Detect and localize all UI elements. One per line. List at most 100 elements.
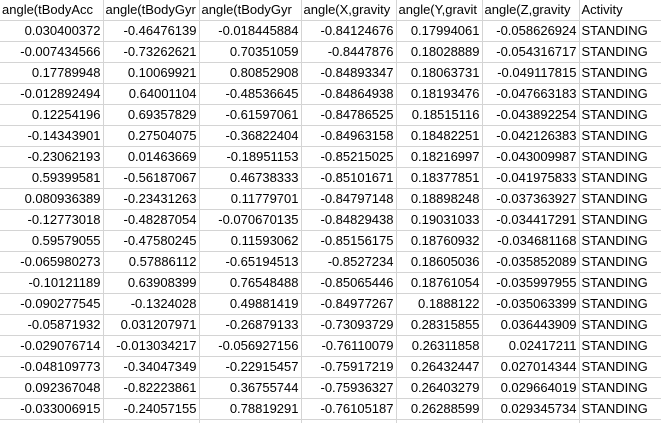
table-cell[interactable]: -0.18951153	[199, 146, 302, 168]
table-cell[interactable]: STANDING	[579, 377, 661, 399]
table-cell[interactable]: 0.030400372	[0, 20, 104, 42]
table-cell[interactable]: -0.61597061	[199, 104, 302, 126]
table-cell[interactable]: -0.84786525	[301, 104, 397, 126]
table-cell[interactable]: 0.11593062	[199, 230, 302, 252]
table-cell[interactable]: -0.058626924	[482, 20, 580, 42]
header-cell[interactable]: angle(Z,gravity	[482, 0, 580, 21]
table-cell[interactable]: 0.26316935	[396, 419, 483, 423]
table-cell[interactable]: -0.84864938	[301, 83, 397, 105]
table-cell[interactable]: 0.69357829	[103, 104, 200, 126]
table-cell[interactable]: 0.080936389	[0, 188, 104, 210]
header-cell[interactable]: angle(X,gravity	[301, 0, 397, 21]
table-cell[interactable]: STANDING	[579, 20, 661, 42]
table-cell[interactable]: 0.02417211	[482, 335, 580, 357]
table-cell[interactable]: 0.26432447	[396, 356, 483, 378]
table-cell[interactable]: -0.84124676	[301, 20, 397, 42]
table-cell[interactable]: -0.012892494	[0, 83, 104, 105]
table-cell[interactable]: 0.18605036	[396, 251, 483, 273]
table-cell[interactable]: -0.65194513	[199, 251, 302, 273]
table-cell[interactable]: STANDING	[579, 167, 661, 189]
table-cell[interactable]: -0.042126383	[482, 125, 580, 147]
table-cell[interactable]: -0.84893347	[301, 62, 397, 84]
table-cell[interactable]: -0.035997955	[482, 272, 580, 294]
header-cell[interactable]: Activity	[579, 0, 661, 21]
table-cell[interactable]: 0.57886112	[103, 251, 200, 273]
table-cell[interactable]: 0.59579055	[0, 230, 104, 252]
table-cell[interactable]: -0.070670135	[199, 209, 302, 231]
table-cell[interactable]: STANDING	[579, 272, 661, 294]
table-cell[interactable]: -0.73262621	[103, 41, 200, 63]
table-cell[interactable]: STANDING	[579, 356, 661, 378]
table-cell[interactable]: -0.75936327	[301, 377, 397, 399]
table-cell[interactable]: 0.19031033	[396, 209, 483, 231]
table-cell[interactable]: STANDING	[579, 41, 661, 63]
table-cell[interactable]: 0.28315855	[396, 314, 483, 336]
table-cell[interactable]: -0.018445884	[199, 20, 302, 42]
table-cell[interactable]: STANDING	[579, 335, 661, 357]
table-cell[interactable]: -0.1324028	[103, 293, 200, 315]
table-cell[interactable]: -0.41172948	[199, 419, 302, 423]
table-cell[interactable]: -0.84829438	[301, 209, 397, 231]
table-cell[interactable]: 0.36755744	[199, 377, 302, 399]
table-cell[interactable]: 0.18216997	[396, 146, 483, 168]
table-cell[interactable]: 0.031207971	[103, 314, 200, 336]
table-cell[interactable]: 0.10069921	[103, 62, 200, 84]
table-cell[interactable]: 0.18377851	[396, 167, 483, 189]
table-cell[interactable]: -0.065980273	[0, 251, 104, 273]
table-cell[interactable]: STANDING	[579, 104, 661, 126]
table-cell[interactable]: 0.49881419	[199, 293, 302, 315]
table-cell[interactable]: -0.05871932	[0, 314, 104, 336]
table-cell[interactable]: -0.85065446	[301, 272, 397, 294]
header-cell[interactable]: angle(Y,gravit	[396, 0, 483, 21]
table-cell[interactable]: 0.27504075	[103, 125, 200, 147]
table-cell[interactable]: STANDING	[579, 146, 661, 168]
table-cell[interactable]: -0.76105187	[301, 398, 397, 420]
table-cell[interactable]: -0.034417291	[482, 209, 580, 231]
table-cell[interactable]: -0.034681168	[482, 230, 580, 252]
table-cell[interactable]: 0.18898248	[396, 188, 483, 210]
table-cell[interactable]: -0.8527234	[301, 251, 397, 273]
table-cell[interactable]: -0.035852089	[482, 251, 580, 273]
table-cell[interactable]: -0.48287054	[103, 209, 200, 231]
table-cell[interactable]: -0.013034217	[103, 335, 200, 357]
table-cell[interactable]: 0.64001104	[103, 83, 200, 105]
table-cell[interactable]: -0.84963158	[301, 125, 397, 147]
table-cell[interactable]: 0.029664019	[482, 377, 580, 399]
table-cell[interactable]: STANDING	[579, 125, 661, 147]
table-cell[interactable]: -0.043009987	[482, 146, 580, 168]
table-cell[interactable]: 0.18063731	[396, 62, 483, 84]
table-cell[interactable]: STANDING	[579, 188, 661, 210]
table-cell[interactable]: -0.56187067	[103, 167, 200, 189]
table-cell[interactable]: -0.75917219	[301, 356, 397, 378]
table-cell[interactable]: 0.1888122	[396, 293, 483, 315]
table-cell[interactable]: -0.46476139	[103, 20, 200, 42]
table-cell[interactable]: -0.85215025	[301, 146, 397, 168]
header-cell[interactable]: angle(tBodyAcc	[0, 0, 104, 21]
table-cell[interactable]: -0.76110079	[301, 335, 397, 357]
table-cell[interactable]: -0.14343901	[0, 125, 104, 147]
table-cell[interactable]: 0.63908399	[103, 272, 200, 294]
table-cell[interactable]: -0.76062023	[301, 419, 397, 423]
table-cell[interactable]: 0.12254196	[0, 104, 104, 126]
table-cell[interactable]: 0.18482251	[396, 125, 483, 147]
table-cell[interactable]: -0.12773018	[0, 209, 104, 231]
table-cell[interactable]: -0.8447876	[301, 41, 397, 63]
table-cell[interactable]: -0.056927156	[199, 335, 302, 357]
table-cell[interactable]: STANDING	[579, 230, 661, 252]
table-cell[interactable]: 0.18760932	[396, 230, 483, 252]
table-cell[interactable]: -0.48536645	[199, 83, 302, 105]
table-cell[interactable]: -0.26879133	[199, 314, 302, 336]
header-cell[interactable]: angle(tBodyGyr	[199, 0, 302, 21]
table-cell[interactable]: -0.85156175	[301, 230, 397, 252]
table-cell[interactable]: 0.18515116	[396, 104, 483, 126]
table-cell[interactable]: -0.36822404	[199, 125, 302, 147]
table-cell[interactable]: 0.11779701	[199, 188, 302, 210]
table-cell[interactable]: 0.76548488	[199, 272, 302, 294]
table-cell[interactable]: 0.78819291	[199, 398, 302, 420]
table-cell[interactable]: -0.73093729	[301, 314, 397, 336]
table-cell[interactable]: STANDING	[579, 62, 661, 84]
table-cell[interactable]: 0.10256897	[0, 419, 104, 423]
table-cell[interactable]: 0.26403279	[396, 377, 483, 399]
table-cell[interactable]: -0.041975833	[482, 167, 580, 189]
